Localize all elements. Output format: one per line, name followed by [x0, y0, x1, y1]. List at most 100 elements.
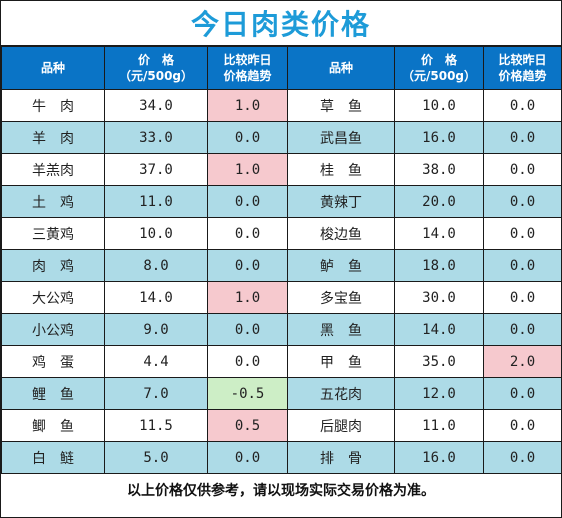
item-price-right: 30.0 [394, 281, 484, 314]
table-row: 鲫 鱼 11.5 0.5 后腿肉 11.0 0.0 [1, 409, 562, 442]
item-price-right: 14.0 [394, 217, 484, 250]
item-name-left: 鸡 蛋 [1, 345, 105, 378]
item-change-left: 1.0 [207, 153, 288, 186]
item-price-left: 37.0 [104, 153, 208, 186]
header-price-line2: （元/500g） [401, 69, 477, 83]
item-change-left: 0.0 [207, 345, 288, 378]
footer-note: 以上价格仅供参考，请以现场实际交易价格为准。 [127, 482, 435, 499]
table-row: 羊羔肉 37.0 1.0 桂 鱼 38.0 0.0 [1, 153, 562, 186]
item-price-right: 14.0 [394, 313, 484, 346]
item-change-left: 0.0 [207, 441, 288, 474]
item-name-right: 梭边鱼 [287, 217, 395, 250]
item-change-right: 0.0 [483, 377, 562, 410]
item-name-right: 后腿肉 [287, 409, 395, 442]
item-change-right: 0.0 [483, 313, 562, 346]
header-price-line1: 价 格 [137, 53, 174, 67]
table-row: 牛 肉 34.0 1.0 草 鱼 10.0 0.0 [1, 89, 562, 122]
item-change-right: 2.0 [483, 345, 562, 378]
item-price-right: 10.0 [394, 89, 484, 122]
item-price-right: 18.0 [394, 249, 484, 282]
header-trend-line1: 比较昨日 [223, 53, 272, 67]
item-name-left: 羊 肉 [1, 121, 105, 154]
item-price-left: 7.0 [104, 377, 208, 410]
item-name-left: 羊羔肉 [1, 153, 105, 186]
item-price-left: 8.0 [104, 249, 208, 282]
table-row: 小公鸡 9.0 0.0 黑 鱼 14.0 0.0 [1, 313, 562, 346]
item-name-right: 鲈 鱼 [287, 249, 395, 282]
table-row: 鸡 蛋 4.4 0.0 甲 鱼 35.0 2.0 [1, 345, 562, 378]
table-row: 白 鲢 5.0 0.0 排 骨 16.0 0.0 [1, 441, 562, 474]
header-price-right: 价 格 （元/500g） [394, 46, 484, 90]
item-name-right: 甲 鱼 [287, 345, 395, 378]
item-name-right: 草 鱼 [287, 89, 395, 122]
item-name-right: 黄辣丁 [287, 185, 395, 218]
header-trend-left: 比较昨日 价格趋势 [207, 46, 288, 90]
page-title: 今日肉类价格 [1, 1, 561, 46]
table-row: 大公鸡 14.0 1.0 多宝鱼 30.0 0.0 [1, 281, 562, 314]
item-price-left: 14.0 [104, 281, 208, 314]
item-name-right: 排 骨 [287, 441, 395, 474]
item-price-left: 4.4 [104, 345, 208, 378]
item-change-right: 0.0 [483, 409, 562, 442]
item-name-left: 牛 肉 [1, 89, 105, 122]
item-name-right: 黑 鱼 [287, 313, 395, 346]
item-name-left: 鲤 鱼 [1, 377, 105, 410]
item-change-left: 0.0 [207, 185, 288, 218]
item-price-right: 20.0 [394, 185, 484, 218]
item-name-left: 大公鸡 [1, 281, 105, 314]
header-trend-line2: 价格趋势 [498, 69, 547, 83]
table-row: 羊 肉 33.0 0.0 武昌鱼 16.0 0.0 [1, 121, 562, 154]
item-name-right: 桂 鱼 [287, 153, 395, 186]
header-name-left: 品种 [1, 46, 105, 90]
item-change-left: 1.0 [207, 281, 288, 314]
item-price-left: 34.0 [104, 89, 208, 122]
item-name-left: 土 鸡 [1, 185, 105, 218]
item-name-left: 鲫 鱼 [1, 409, 105, 442]
item-price-left: 5.0 [104, 441, 208, 474]
table-row: 肉 鸡 8.0 0.0 鲈 鱼 18.0 0.0 [1, 249, 562, 282]
item-change-left: 0.0 [207, 217, 288, 250]
item-change-left: 0.0 [207, 249, 288, 282]
header-price-left: 价 格 （元/500g） [104, 46, 208, 90]
item-name-left: 白 鲢 [1, 441, 105, 474]
header-trend-line1: 比较昨日 [498, 53, 547, 67]
price-table-body: 牛 肉 34.0 1.0 草 鱼 10.0 0.0 羊 肉 33.0 0.0 武昌鱼 16.0 0.0… [1, 89, 562, 474]
table-header-row: 品种 价 格 （元/500g） 比较昨日价格趋势 品种 价 格 （元/500g） 比… [1, 46, 562, 90]
item-price-left: 10.0 [104, 217, 208, 250]
item-price-left: 11.0 [104, 185, 208, 218]
item-name-right: 多宝鱼 [287, 281, 395, 314]
item-name-right: 五花肉 [287, 377, 395, 410]
item-change-right: 0.0 [483, 89, 562, 122]
item-change-left: 0.5 [207, 409, 288, 442]
item-change-left: -0.5 [207, 377, 288, 410]
item-price-right: 16.0 [394, 121, 484, 154]
item-change-right: 0.0 [483, 441, 562, 474]
item-price-left: 33.0 [104, 121, 208, 154]
item-change-right: 0.0 [483, 121, 562, 154]
table-row: 土 鸡 11.0 0.0 黄辣丁 20.0 0.0 [1, 185, 562, 218]
table-row: 三黄鸡 10.0 0.0 梭边鱼 14.0 0.0 [1, 217, 562, 250]
item-change-left: 1.0 [207, 89, 288, 122]
item-price-left: 9.0 [104, 313, 208, 346]
header-price-line1: 价 格 [420, 53, 457, 67]
item-price-right: 12.0 [394, 377, 484, 410]
header-name-right: 品种 [287, 46, 395, 90]
header-trend-line2: 价格趋势 [223, 69, 272, 83]
item-change-right: 0.0 [483, 185, 562, 218]
item-price-right: 38.0 [394, 153, 484, 186]
item-price-right: 11.0 [394, 409, 484, 442]
price-table: 品种 价 格 （元/500g） 比较昨日价格趋势 品种 价 格 （元/500g） 比… [1, 46, 562, 474]
item-change-left: 0.0 [207, 313, 288, 346]
table-row: 鲤 鱼 7.0 -0.5 五花肉 12.0 0.0 [1, 377, 562, 410]
item-name-right: 武昌鱼 [287, 121, 395, 154]
item-change-right: 0.0 [483, 249, 562, 282]
item-price-left: 11.5 [104, 409, 208, 442]
item-change-right: 0.0 [483, 281, 562, 314]
item-name-left: 三黄鸡 [1, 217, 105, 250]
item-price-right: 35.0 [394, 345, 484, 378]
header-price-line2: （元/500g） [118, 69, 194, 83]
item-change-right: 0.0 [483, 153, 562, 186]
item-name-left: 小公鸡 [1, 313, 105, 346]
header-trend-right: 比较昨日 价格趋势 [483, 46, 562, 90]
